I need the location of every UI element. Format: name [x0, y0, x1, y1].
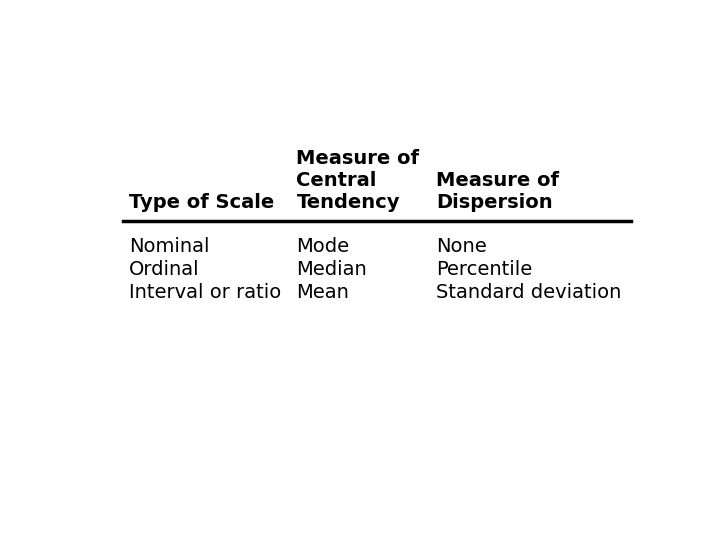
Text: Nominal: Nominal: [129, 238, 210, 256]
Text: Percentile: Percentile: [436, 260, 532, 279]
Text: Measure of
Central
Tendency: Measure of Central Tendency: [297, 150, 420, 212]
Text: Median: Median: [297, 260, 367, 279]
Text: Ordinal: Ordinal: [129, 260, 199, 279]
Text: Mode: Mode: [297, 238, 350, 256]
Text: Type of Scale: Type of Scale: [129, 193, 274, 212]
Text: Interval or ratio: Interval or ratio: [129, 283, 282, 302]
Text: Mean: Mean: [297, 283, 349, 302]
Text: Measure of
Dispersion: Measure of Dispersion: [436, 171, 559, 212]
Text: None: None: [436, 238, 487, 256]
Text: Standard deviation: Standard deviation: [436, 283, 621, 302]
